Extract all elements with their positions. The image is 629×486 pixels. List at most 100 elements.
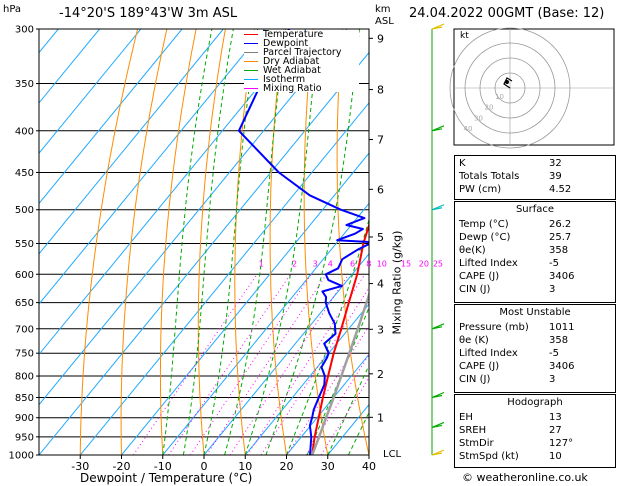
mixing-ratio-line <box>189 274 312 455</box>
mixing-ratio-line <box>320 376 369 455</box>
dry-adiabat-line <box>159 29 197 455</box>
legend-item: Mixing Ratio <box>244 84 359 93</box>
dry-adiabat-line <box>79 29 139 455</box>
isotherm-line <box>286 353 369 455</box>
location-title: -14°20'S 189°43'W 3m ASL <box>59 6 238 21</box>
series-dewpoint <box>237 29 369 455</box>
isotherm-line <box>39 29 265 305</box>
km-tick-label: 1 <box>377 411 384 424</box>
mixing-ratio-line <box>168 274 291 455</box>
hodo-key: EH <box>459 412 473 423</box>
legend: Temperature Dewpoint Parcel Trajectory Dry … <box>244 30 359 93</box>
mixing-ratio-label: 3 <box>313 259 318 268</box>
dry-adiabat-line <box>234 29 256 455</box>
wind-barb <box>431 204 445 211</box>
pressure-tick-label: 400 <box>15 126 34 137</box>
storm-motion-marker <box>505 80 509 84</box>
km-tick-label: 4 <box>377 278 384 291</box>
wind-barb <box>431 449 445 456</box>
mu-value: 3 <box>549 374 556 385</box>
wind-barb <box>431 391 445 399</box>
temp-tick-label: -30 <box>71 460 89 473</box>
hodograph-title: Hodograph <box>507 397 563 408</box>
km-tick-label: 9 <box>377 32 384 45</box>
temp-tick-label: 40 <box>362 460 376 473</box>
hpa-label: hPa <box>3 4 22 15</box>
copyright: © weatheronline.co.uk <box>462 471 588 484</box>
surface-value: -5 <box>549 258 559 269</box>
mixing-ratio-label: 25 <box>433 259 443 268</box>
pressure-tick-label: 500 <box>15 205 34 216</box>
mixing-ratio-line <box>206 274 327 455</box>
isotherm-line <box>121 152 369 455</box>
legend-label: Mixing Ratio <box>263 83 322 94</box>
mixing-ratio-label: 6 <box>350 259 355 268</box>
dry-adiabat-line <box>336 29 369 455</box>
mu-value: 3406 <box>549 361 575 372</box>
legend-swatch <box>244 61 258 62</box>
index-value: 4.52 <box>549 184 572 195</box>
mu-value: -5 <box>549 348 559 359</box>
surface-value: 3406 <box>549 271 575 282</box>
km-tick-label: 3 <box>377 323 384 336</box>
x-axis-label: Dewpoint / Temperature (°C) <box>80 471 253 485</box>
dry-adiabat-line <box>400 29 452 455</box>
surface-key: CAPE (J) <box>459 271 500 282</box>
surface-title: Surface <box>515 204 555 215</box>
pressure-tick-label: 750 <box>15 349 34 360</box>
mu-value: 1011 <box>549 322 575 333</box>
legend-item: Dry Adiabat <box>244 57 359 66</box>
mixing-ratio-label: 10 <box>377 259 387 268</box>
surface-key: θe(K) <box>459 245 486 256</box>
hodo-key: StmDir <box>459 438 494 449</box>
series-parcel-trajectory <box>310 290 369 455</box>
hodo-key: StmSpd (kt) <box>459 451 519 462</box>
mixing-ratio-label: 8 <box>366 259 371 268</box>
dry-adiabat-line <box>269 29 287 455</box>
legend-item: Temperature <box>244 30 359 39</box>
surface-key: Dewp (°C) <box>459 232 511 243</box>
isotherm-line <box>39 29 224 255</box>
index-value: 32 <box>549 158 562 169</box>
legend-label: Dewpoint <box>263 38 309 49</box>
wind-barbs <box>431 23 445 456</box>
temp-tick-label: -20 <box>113 460 131 473</box>
km-tick-label: 6 <box>377 183 384 196</box>
index-key: Totals Totals <box>459 171 520 182</box>
surface-value: 25.7 <box>549 232 572 243</box>
pressure-tick-label: 300 <box>15 25 34 36</box>
pressure-tick-label: 850 <box>15 393 34 404</box>
legend-label: Wet Adiabat <box>263 65 321 76</box>
hodograph-ring-label: 30 <box>474 114 483 122</box>
mu-key: Pressure (mb) <box>459 322 529 333</box>
legend-item: Parcel Trajectory <box>244 48 359 57</box>
mu-key: CAPE (J) <box>459 361 500 372</box>
mixing-ratio-axis-label: Mixing Ratio (g/kg) <box>390 230 404 335</box>
mu-key: Lifted Index <box>459 348 518 359</box>
hodograph-table: Hodograph EH 13 SREH 27 StmDir 127° StmSpd … <box>454 394 616 468</box>
legend-swatch <box>244 79 258 80</box>
surface-value: 358 <box>549 245 569 256</box>
mixing-ratio-label: 20 <box>419 259 429 268</box>
pressure-tick-label: 600 <box>15 270 34 281</box>
background-lines <box>39 29 452 455</box>
sounding-lines <box>237 29 369 455</box>
hodo-value: 10 <box>549 451 562 462</box>
mixing-ratio-line <box>246 274 366 455</box>
km-tick-label: 5 <box>377 231 384 244</box>
legend-swatch <box>244 52 258 53</box>
isotherm-line <box>203 252 369 455</box>
legend-item: Isotherm <box>244 75 359 84</box>
most-unstable-title: Most Unstable <box>499 307 571 318</box>
hodograph-kt-label: kt <box>460 31 469 41</box>
temp-tick-label: -10 <box>154 460 172 473</box>
asl-label: ASL <box>375 16 394 27</box>
series-temperature <box>311 221 369 455</box>
hodo-value: 127° <box>549 438 574 449</box>
mixing-ratio-label: 4 <box>328 259 333 268</box>
hodo-key: SREH <box>459 425 487 436</box>
datetime-title: 24.04.2022 00GMT (Base: 12) <box>409 6 605 21</box>
legend-item: Dewpoint <box>244 39 359 48</box>
surface-key: Lifted Index <box>459 258 518 269</box>
